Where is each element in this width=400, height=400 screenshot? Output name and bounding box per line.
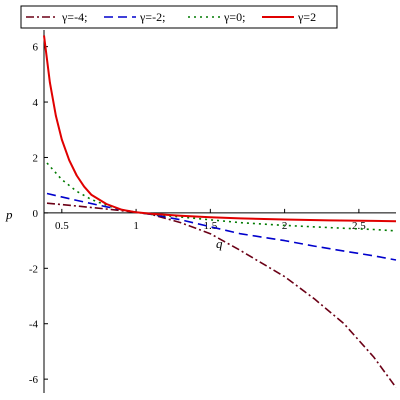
- legend: γ=-4; γ=-2; γ=0; γ=2: [20, 5, 338, 29]
- y-tick-label: -2: [29, 263, 38, 275]
- y-tick-label: 4: [33, 97, 39, 109]
- series-layer: [43, 35, 397, 388]
- legend-label-1: γ=-4;: [61, 10, 87, 24]
- x-axis-label: q: [216, 236, 223, 251]
- legend-label-2: γ=-2;: [139, 10, 165, 24]
- y-tick-label: 2: [33, 152, 39, 164]
- y-tick-label: 6: [33, 42, 39, 54]
- legend-label-3: γ=0;: [223, 10, 245, 24]
- series-line-3: [46, 162, 397, 232]
- y-axis-label: p: [5, 207, 13, 222]
- legend-label-4: γ=2: [297, 10, 316, 24]
- x-tick-label: 1.5: [203, 220, 217, 232]
- series-line-1: [46, 202, 397, 388]
- legend-box: [20, 5, 338, 29]
- x-tick-label: 0.5: [55, 220, 69, 232]
- series-line-4: [43, 35, 397, 223]
- y-tick-label: -6: [29, 374, 39, 386]
- series-line-2: [46, 192, 397, 261]
- y-tick-label: -4: [29, 319, 39, 331]
- y-tick-label: 0: [33, 208, 39, 220]
- x-tick-label: 1: [133, 220, 139, 232]
